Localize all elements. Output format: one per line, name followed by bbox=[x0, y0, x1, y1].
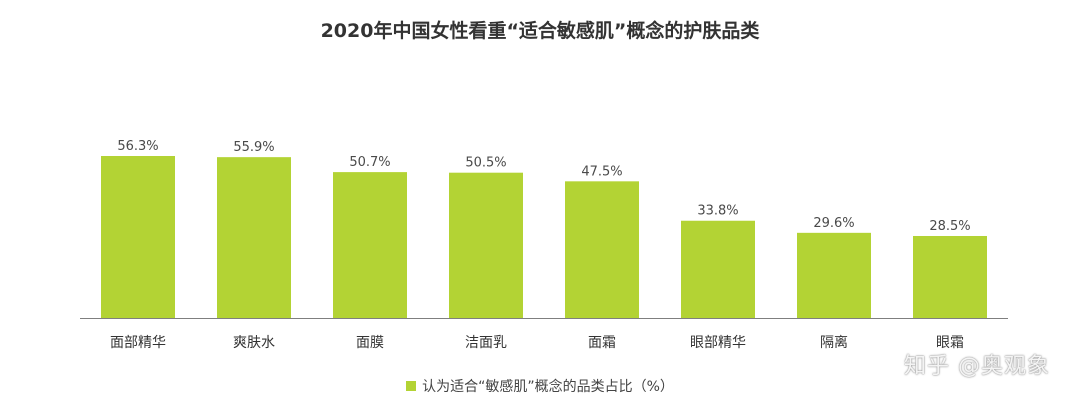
bar-2 bbox=[333, 172, 407, 318]
bar-4 bbox=[565, 181, 639, 318]
category-labels-group: 面部精华 爽肤水 面膜 洁面乳 面霜 眼部精华 隔离 眼霜 bbox=[110, 334, 964, 351]
value-labels-group: 56.3% 55.9% 50.7% 50.5% 47.5% 33.8% 29.6% 28.5% bbox=[117, 139, 970, 234]
watermark: 知乎 @奥观象 bbox=[904, 354, 1050, 379]
chart-title: 2020年中国女性看重“适合敏感肌”概念的护肤品类 bbox=[320, 20, 760, 42]
category-label-2: 面膜 bbox=[356, 335, 384, 351]
bars-group bbox=[101, 156, 987, 318]
bar-3 bbox=[449, 172, 523, 318]
bar-7 bbox=[913, 235, 987, 318]
legend-label: 认为适合“敏感肌”概念的品类占比（%） bbox=[422, 379, 674, 395]
category-label-7: 眼霜 bbox=[936, 335, 964, 351]
bar-5 bbox=[681, 220, 755, 318]
data-label-4: 47.5% bbox=[581, 164, 622, 179]
category-label-5: 眼部精华 bbox=[690, 335, 746, 351]
bar-6 bbox=[797, 232, 871, 318]
legend: 认为适合“敏感肌”概念的品类占比（%） bbox=[0, 376, 1080, 396]
bar-1 bbox=[217, 157, 291, 318]
category-label-3: 洁面乳 bbox=[465, 335, 507, 351]
data-label-5: 33.8% bbox=[697, 204, 738, 219]
data-label-2: 50.7% bbox=[349, 155, 390, 170]
category-label-4: 面霜 bbox=[588, 335, 616, 351]
bar-0 bbox=[101, 156, 175, 318]
data-label-6: 29.6% bbox=[813, 216, 854, 231]
data-label-3: 50.5% bbox=[465, 156, 506, 171]
data-label-7: 28.5% bbox=[929, 219, 970, 234]
category-label-1: 爽肤水 bbox=[233, 335, 275, 351]
category-label-0: 面部精华 bbox=[110, 335, 166, 351]
category-label-6: 隔离 bbox=[820, 334, 848, 351]
legend-swatch bbox=[406, 381, 417, 391]
data-label-1: 55.9% bbox=[233, 140, 274, 155]
data-label-0: 56.3% bbox=[117, 139, 158, 154]
